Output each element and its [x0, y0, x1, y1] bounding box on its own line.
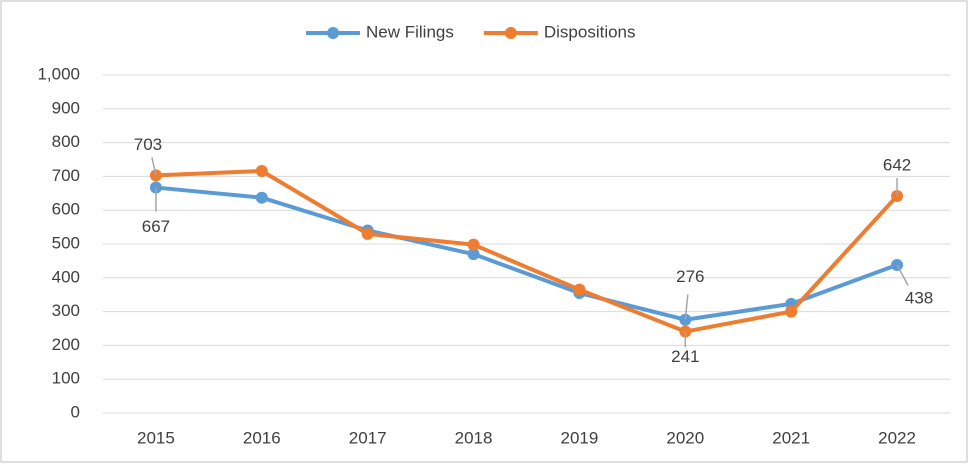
legend-label: New Filings — [366, 22, 454, 41]
x-tick-label: 2018 — [455, 428, 493, 447]
y-tick-label: 200 — [52, 335, 80, 354]
x-tick-label: 2022 — [878, 428, 916, 447]
data-point — [467, 248, 480, 261]
data-label: 241 — [671, 347, 699, 366]
x-tick-label: 2016 — [243, 428, 281, 447]
leader-line — [896, 264, 909, 286]
data-point — [785, 305, 798, 318]
data-point — [467, 238, 480, 251]
data-point — [573, 283, 586, 296]
data-label: 703 — [134, 135, 162, 154]
series-line — [155, 185, 898, 322]
y-tick-label: 600 — [52, 200, 80, 219]
data-label: 276 — [676, 267, 704, 286]
data-point — [255, 164, 268, 177]
y-tick-label: 300 — [52, 301, 80, 320]
y-tick-label: 900 — [52, 98, 80, 117]
y-tick-label: 700 — [52, 166, 80, 185]
x-tick-label: 2019 — [561, 428, 599, 447]
data-point — [361, 227, 374, 240]
legend-marker — [327, 27, 339, 39]
data-label: 438 — [905, 288, 933, 307]
y-tick-label: 0 — [71, 402, 80, 421]
data-label: 642 — [883, 155, 911, 174]
x-tick-label: 2020 — [666, 428, 704, 447]
data-label: 667 — [142, 217, 170, 236]
leader-line — [684, 294, 689, 320]
data-point — [255, 191, 268, 204]
legend-marker — [504, 27, 517, 39]
series-line — [155, 168, 899, 334]
legend-label: Dispositions — [544, 22, 636, 41]
leader-line — [151, 157, 157, 176]
y-tick-label: 1,000 — [37, 64, 80, 83]
x-tick-label: 2015 — [137, 428, 175, 447]
x-tick-label: 2017 — [349, 428, 387, 447]
y-tick-label: 400 — [52, 267, 80, 286]
y-tick-label: 800 — [52, 132, 80, 151]
x-tick-label: 2021 — [772, 428, 810, 447]
y-tick-label: 500 — [52, 233, 80, 252]
y-tick-label: 100 — [52, 369, 80, 388]
